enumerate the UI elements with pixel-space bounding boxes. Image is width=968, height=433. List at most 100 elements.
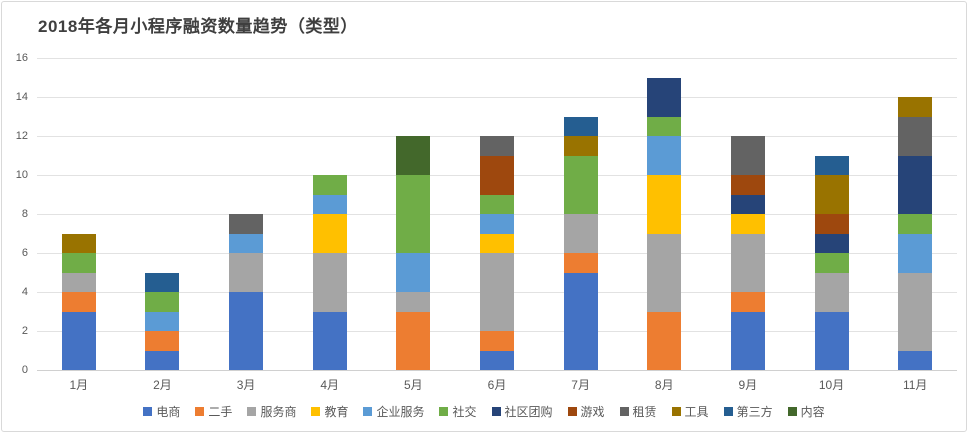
bar-segment-7月-电商 <box>563 272 598 370</box>
legend-swatch-教育 <box>311 407 321 416</box>
bar-7月 <box>563 116 598 370</box>
bar-segment-5月-企业服务 <box>396 253 431 292</box>
bar-segment-6月-教育 <box>480 233 514 253</box>
bar-segment-9月-二手 <box>730 292 765 312</box>
bar-segment-4月-企业服务 <box>312 194 347 214</box>
bar-segment-10月-第三方 <box>814 155 849 175</box>
bar-segment-9月-教育 <box>730 214 765 234</box>
legend-item-教育: 教育 <box>311 403 348 420</box>
bar-segment-1月-工具 <box>61 233 96 253</box>
legend-label-社区团购: 社区团购 <box>504 405 553 419</box>
bar-segment-11月-企业服务 <box>898 233 933 273</box>
legend-swatch-游戏 <box>567 407 577 416</box>
bar-segment-8月-二手 <box>647 311 682 370</box>
x-tick-label-8月: 8月 <box>654 378 674 392</box>
bar-segment-7月-服务商 <box>563 214 598 253</box>
legend-label-内容: 内容 <box>800 405 825 419</box>
legend-item-社交: 社交 <box>439 403 477 420</box>
bar-segment-3月-电商 <box>229 292 264 370</box>
legend-item-社区团购: 社区团购 <box>491 403 553 420</box>
bar-segment-5月-服务商 <box>396 292 431 312</box>
bar-5月 <box>396 136 431 370</box>
bar-4月 <box>312 175 347 370</box>
bar-segment-6月-游戏 <box>480 155 514 195</box>
bar-segment-3月-租赁 <box>229 214 264 234</box>
x-tick-label-9月: 9月 <box>738 378 758 392</box>
x-tick-label-4月: 4月 <box>320 378 340 392</box>
bar-segment-7月-工具 <box>563 136 598 156</box>
legend-item-第三方: 第三方 <box>723 403 773 420</box>
legend-label-第三方: 第三方 <box>736 405 773 419</box>
legend-label-教育: 教育 <box>324 405 349 419</box>
bar-segment-9月-服务商 <box>730 233 765 292</box>
bar-segment-11月-社交 <box>898 214 933 234</box>
legend-label-服务商: 服务商 <box>260 405 297 419</box>
legend-swatch-社区团购 <box>491 407 501 416</box>
legend-swatch-社交 <box>439 407 449 416</box>
bar-segment-9月-游戏 <box>730 175 765 195</box>
bar-segment-5月-社交 <box>396 175 431 253</box>
bar-6月 <box>480 136 514 370</box>
bar-2月 <box>145 272 180 370</box>
legend-swatch-第三方 <box>723 407 733 416</box>
bar-segment-4月-电商 <box>312 311 347 370</box>
bar-segment-1月-二手 <box>61 292 96 312</box>
y-tick-label-10: 10 <box>15 169 28 181</box>
bar-segment-10月-工具 <box>814 175 849 214</box>
bar-segment-11月-租赁 <box>898 116 933 156</box>
bar-segment-6月-电商 <box>480 350 514 370</box>
bar-segment-2月-电商 <box>145 350 180 370</box>
x-tick-label-6月: 6月 <box>487 378 507 392</box>
legend-item-二手: 二手 <box>195 403 232 420</box>
bar-segment-3月-服务商 <box>229 253 264 292</box>
x-tick-label-3月: 3月 <box>236 378 256 392</box>
y-tick-label-16: 16 <box>15 52 28 64</box>
bar-segment-1月-服务商 <box>61 272 96 292</box>
bar-segment-5月-二手 <box>396 311 431 370</box>
legend-swatch-二手 <box>195 407 205 416</box>
bar-segment-5月-内容 <box>396 136 431 175</box>
bar-segment-2月-第三方 <box>145 272 180 292</box>
bar-segment-6月-服务商 <box>480 253 514 331</box>
bar-segment-6月-二手 <box>480 331 514 351</box>
bar-segment-7月-二手 <box>563 253 598 273</box>
bar-segment-1月-电商 <box>61 311 96 370</box>
legend-label-二手: 二手 <box>208 405 233 419</box>
y-tick-label-2: 2 <box>21 325 28 337</box>
legend-label-电商: 电商 <box>156 405 181 419</box>
legend-swatch-内容 <box>787 407 797 416</box>
bar-segment-8月-服务商 <box>647 233 682 312</box>
legend-item-企业服务: 企业服务 <box>363 403 424 420</box>
y-tick-label-8: 8 <box>21 208 28 220</box>
bar-segment-11月-工具 <box>898 97 933 117</box>
bar-segment-4月-社交 <box>312 175 347 195</box>
bar-segment-11月-电商 <box>898 350 933 370</box>
legend-item-租赁: 租赁 <box>619 403 657 420</box>
y-tick-label-6: 6 <box>21 247 28 259</box>
bar-11月 <box>898 97 933 370</box>
bar-8月 <box>647 77 682 370</box>
legend-item-电商: 电商 <box>143 403 180 420</box>
gridline-y-16 <box>37 58 957 59</box>
bar-segment-10月-游戏 <box>814 214 849 234</box>
bar-segment-7月-第三方 <box>563 116 598 136</box>
legend-swatch-租赁 <box>619 407 629 416</box>
bar-segment-6月-社交 <box>480 194 514 214</box>
bar-segment-8月-企业服务 <box>647 136 682 175</box>
legend-label-社交: 社交 <box>452 405 477 419</box>
bar-segment-2月-二手 <box>145 331 180 351</box>
legend-label-游戏: 游戏 <box>580 405 605 419</box>
x-tick-label-2月: 2月 <box>153 378 172 392</box>
legend-swatch-服务商 <box>247 407 257 416</box>
plot-area <box>37 58 957 371</box>
x-tick-label-11月: 11月 <box>902 378 928 392</box>
bar-9月 <box>730 136 765 370</box>
legend-label-企业服务: 企业服务 <box>376 405 425 419</box>
bar-segment-4月-服务商 <box>312 253 347 312</box>
legend-item-服务商: 服务商 <box>247 403 296 420</box>
legend-swatch-电商 <box>143 407 153 416</box>
legend: 电商 二手 服务商 教育 企业服务 社交 社区团购 游戏 租赁 工具 第三方 内容 <box>2 403 966 420</box>
bar-segment-3月-企业服务 <box>229 233 264 253</box>
x-tick-label-1月: 1月 <box>69 378 89 392</box>
